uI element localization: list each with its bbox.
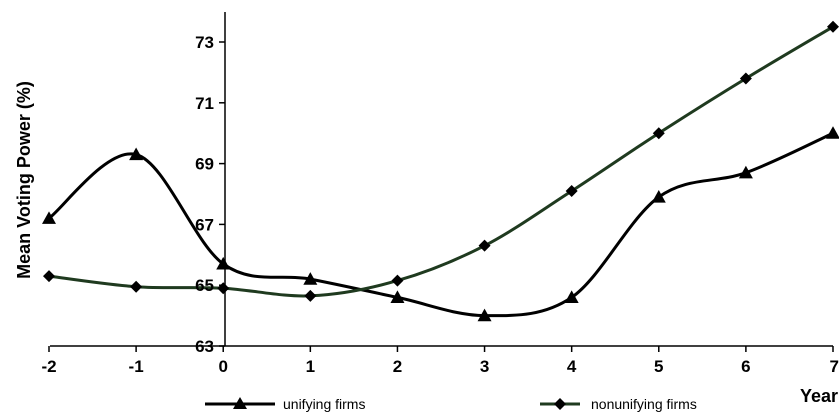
y-axis-title: Mean Voting Power (%) bbox=[14, 81, 34, 279]
legend-item-nonunifying: nonunifying firms bbox=[540, 396, 697, 412]
x-tick-label-4: 4 bbox=[567, 357, 577, 376]
y-tick-label-73: 73 bbox=[195, 33, 214, 52]
point-unifying-5 bbox=[651, 190, 666, 203]
point-unifying-4 bbox=[564, 290, 579, 303]
x-tick-label-6: 6 bbox=[741, 357, 750, 376]
point-unifying-7 bbox=[826, 126, 839, 139]
x-tick-label-5: 5 bbox=[654, 357, 663, 376]
point-unifying--1 bbox=[129, 147, 144, 161]
y-tick-label-63: 63 bbox=[195, 337, 214, 356]
series-line-unifying bbox=[48, 131, 834, 318]
x-axis-title: Year bbox=[800, 386, 838, 406]
point-nonunifying-4 bbox=[565, 184, 578, 197]
point-unifying-1 bbox=[303, 272, 318, 285]
legend-label-nonunifying: nonunifying firms bbox=[591, 396, 697, 412]
legend-triangle-marker bbox=[233, 397, 247, 409]
point-nonunifying-0 bbox=[217, 282, 230, 295]
point-nonunifying-2 bbox=[391, 274, 404, 287]
y-tick-label-71: 71 bbox=[195, 94, 214, 113]
point-nonunifying--1 bbox=[130, 280, 143, 293]
point-nonunifying-5 bbox=[652, 127, 665, 140]
series-lines bbox=[48, 25, 834, 318]
point-unifying--2 bbox=[42, 211, 56, 224]
legend-label-unifying: unifying firms bbox=[283, 396, 365, 412]
point-unifying-6 bbox=[738, 165, 753, 179]
point-unifying-0 bbox=[216, 256, 231, 270]
series-markers bbox=[42, 20, 839, 322]
axes bbox=[50, 12, 833, 347]
x-tick-label--2: -2 bbox=[41, 357, 56, 376]
point-unifying-2 bbox=[390, 290, 405, 303]
point-nonunifying-6 bbox=[739, 72, 752, 85]
point-nonunifying--2 bbox=[43, 270, 55, 283]
y-tick-label-69: 69 bbox=[195, 155, 214, 174]
point-nonunifying-1 bbox=[304, 289, 317, 302]
legend: unifying firms nonunifying firms bbox=[205, 396, 697, 412]
legend-item-unifying: unifying firms bbox=[205, 396, 365, 412]
x-tick-label-2: 2 bbox=[393, 357, 402, 376]
x-tick-label-0: 0 bbox=[218, 357, 227, 376]
y-tick-label-67: 67 bbox=[195, 215, 214, 234]
point-nonunifying-7 bbox=[827, 20, 839, 33]
point-nonunifying-3 bbox=[478, 239, 491, 252]
x-tick-label-3: 3 bbox=[480, 357, 489, 376]
legend-diamond-marker bbox=[554, 398, 566, 410]
y-tick-label-65: 65 bbox=[195, 276, 214, 295]
x-tick-label-7: 7 bbox=[830, 357, 839, 376]
series-line-nonunifying bbox=[48, 25, 834, 298]
x-ticks: -2 -1 0 1 2 3 4 5 6 7 bbox=[41, 346, 839, 376]
y-ticks: 63 65 67 69 71 73 bbox=[195, 33, 225, 356]
point-unifying-3 bbox=[477, 308, 492, 322]
x-tick-label-1: 1 bbox=[306, 357, 315, 376]
x-tick-label--1: -1 bbox=[129, 357, 144, 376]
